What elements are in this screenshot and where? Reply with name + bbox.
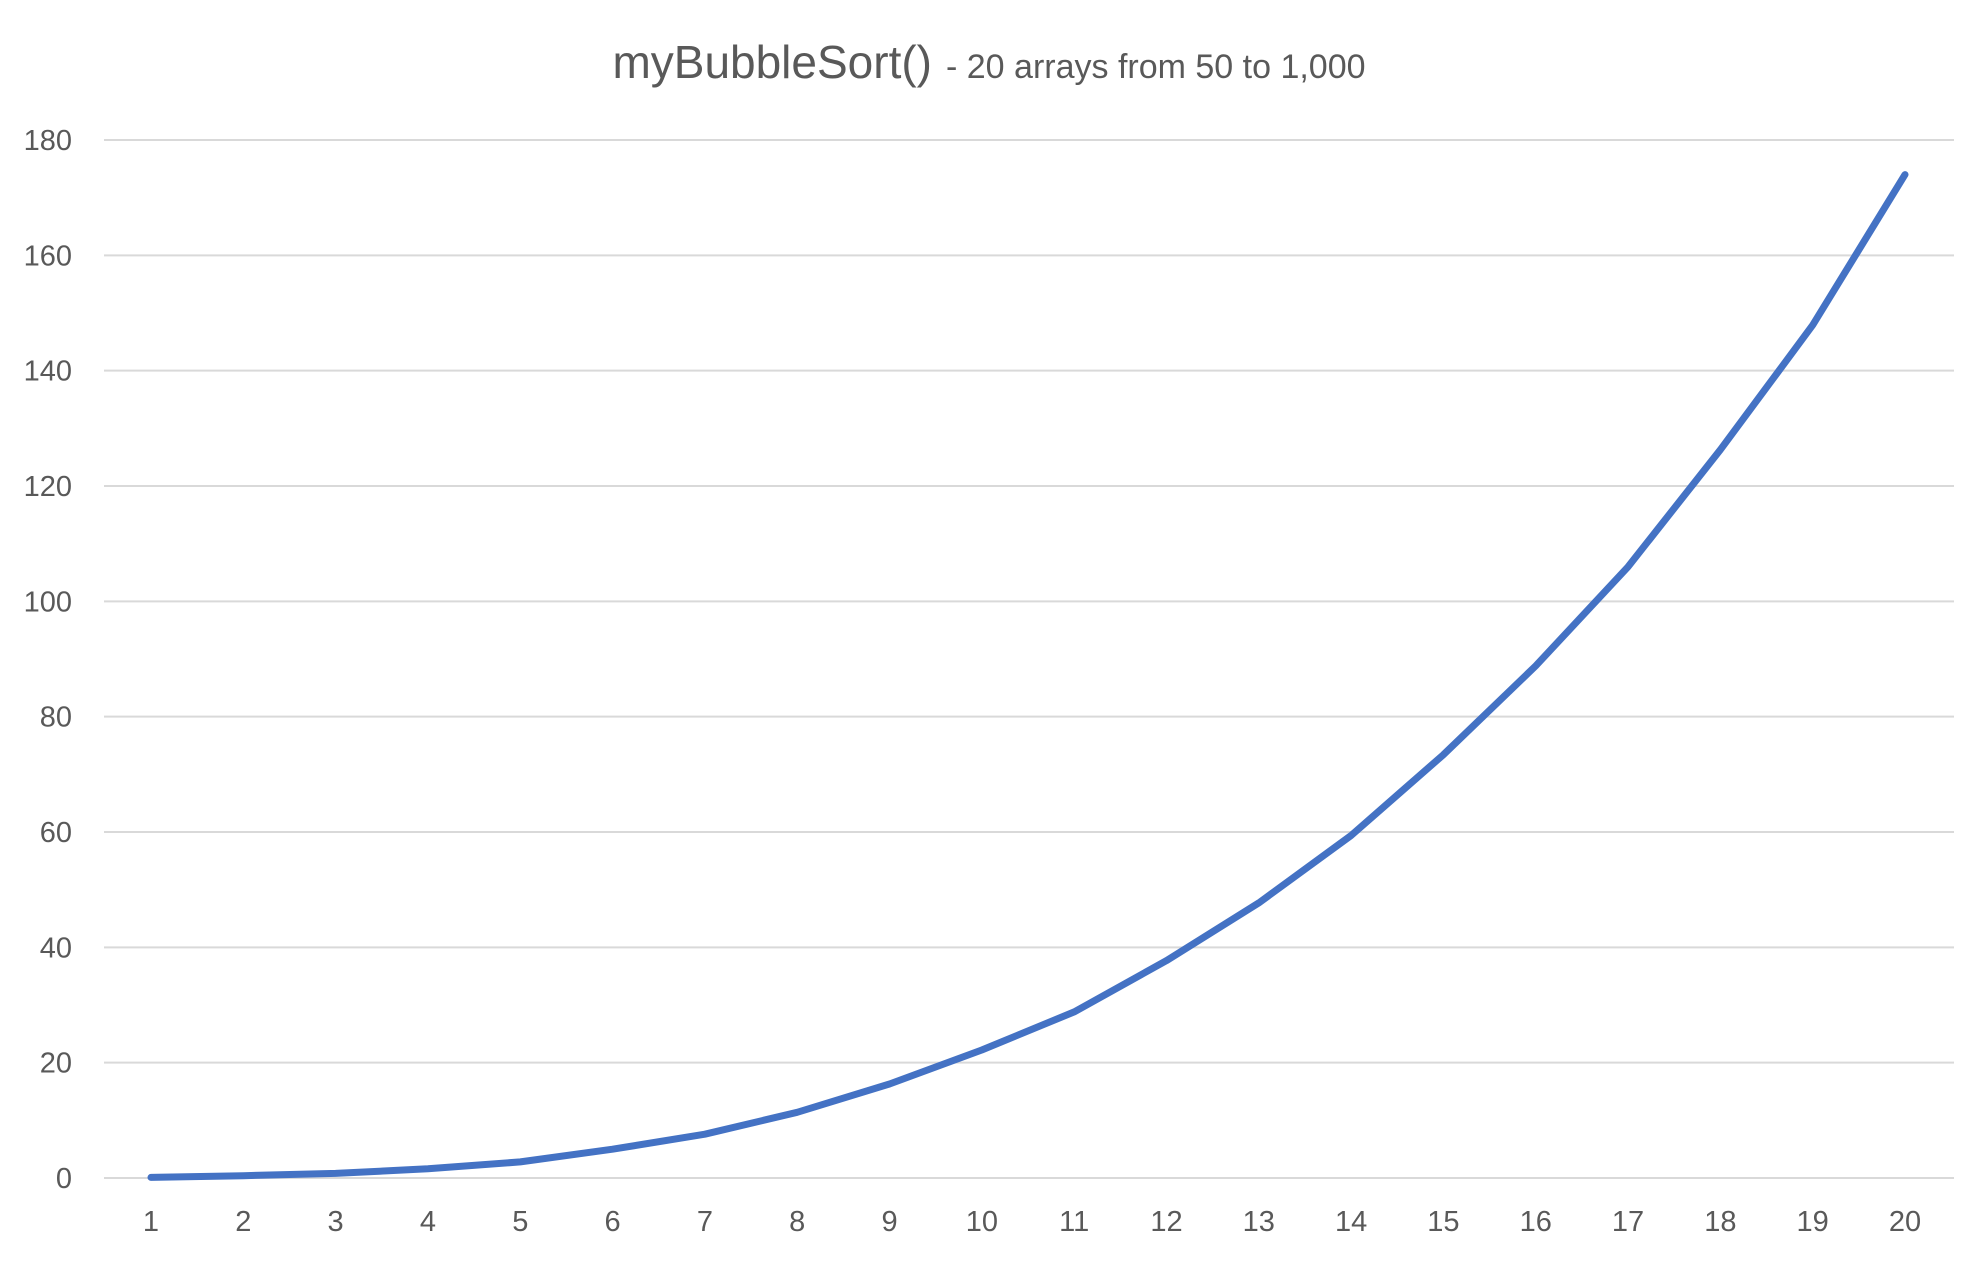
x-tick-label: 14: [1335, 1206, 1367, 1238]
series-line: [147, 171, 1909, 1181]
x-tick-label: 19: [1797, 1206, 1829, 1238]
y-tick-label: 40: [40, 932, 72, 964]
x-tick-label: 12: [1150, 1206, 1182, 1238]
x-tick-label: 15: [1427, 1206, 1459, 1238]
x-tick-label: 18: [1704, 1206, 1736, 1238]
y-tick-label: 180: [24, 125, 72, 157]
x-tick-label: 5: [512, 1206, 528, 1238]
x-tick-label: 13: [1243, 1206, 1275, 1238]
y-tick-label: 100: [24, 586, 72, 618]
y-tick-label: 0: [56, 1163, 72, 1195]
x-tick-label: 4: [420, 1206, 436, 1238]
x-tick-label: 10: [966, 1206, 998, 1238]
x-tick-label: 16: [1520, 1206, 1552, 1238]
chart-subtitle: - 20 arrays from 50 to 1,000: [946, 48, 1366, 86]
y-axis-tick-labels: 0 20 40 60 80 100 120 140 160 180: [24, 125, 72, 1195]
y-tick-label: 60: [40, 817, 72, 849]
x-tick-label: 2: [235, 1206, 251, 1238]
x-tick-label: 6: [605, 1206, 621, 1238]
y-tick-label: 80: [40, 702, 72, 734]
y-tick-label: 140: [24, 356, 72, 388]
y-tick-label: 160: [24, 240, 72, 272]
x-tick-label: 11: [1059, 1206, 1089, 1238]
x-axis-tick-labels: 1 2 3 4 5 6 7 8 9 10 11 12 13 14 15 16 17 18 19 20: [143, 1206, 1921, 1238]
x-tick-label: 7: [697, 1206, 713, 1238]
x-tick-label: 17: [1612, 1206, 1644, 1238]
x-tick-label: 8: [789, 1206, 805, 1238]
x-tick-label: 20: [1889, 1206, 1921, 1238]
x-tick-label: 1: [143, 1206, 159, 1238]
chart-title: myBubbleSort() - 20 arrays from 50 to 1,0…: [612, 36, 1365, 88]
gridlines: [104, 139, 1954, 1179]
x-tick-label: 9: [881, 1206, 897, 1238]
chart-title-main: myBubbleSort(): [612, 36, 932, 88]
x-tick-label: 3: [328, 1206, 344, 1238]
y-tick-label: 20: [40, 1048, 72, 1080]
series-lines: [147, 171, 1909, 1181]
y-tick-label: 120: [24, 471, 72, 503]
